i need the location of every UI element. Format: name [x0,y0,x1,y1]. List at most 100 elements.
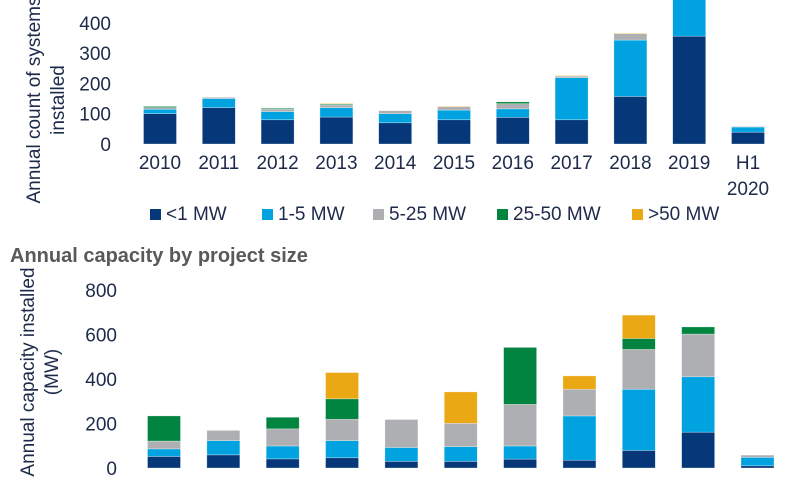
y-tick-label: 0 [106,459,117,480]
x-tick-label: H1 [736,153,760,174]
y-axis-label-line: Annual capacity installed [18,267,39,476]
bar-segment [621,388,656,451]
y-tick-label: 200 [79,74,111,95]
y-axis-label-line: (MW) [42,349,63,395]
y-tick-label: 600 [85,326,117,347]
y-axis-label-line: installed [48,65,69,135]
bar-segment [731,131,765,145]
bar-segment [265,428,300,447]
bar-segment [613,96,648,145]
bar-segment [495,103,530,110]
bar-segment [260,107,295,110]
bar-segment [740,457,775,467]
bar-segment [672,35,707,145]
bar-segment [147,448,181,457]
bar-segment [443,461,478,469]
bar-segment [437,109,471,121]
legend-label: <1 MW [166,204,227,225]
bar-segment [621,338,656,350]
bar-segment [731,126,765,128]
bar-segment [378,122,413,145]
legend-swatch [373,209,384,220]
x-tick-label: 2011 [198,153,239,174]
bar-segment [554,77,589,121]
bar-segment [621,314,656,339]
bar-segment [503,445,537,460]
bar-segment [143,113,177,145]
x-tick-label: 2017 [550,153,592,174]
bar-segment [265,445,300,460]
bar-segment [562,388,597,417]
x-tick-label: 2013 [315,153,357,174]
bar-segment [384,447,419,462]
bar-segment [503,347,537,405]
y-axis-label: Annual capacity installed (MW) [18,267,63,476]
legend-swatch [150,209,161,220]
y-tick-label: 0 [100,135,111,156]
x-tick-label: 2019 [668,153,710,174]
bar-segment [731,126,765,133]
bar-segment [325,457,359,469]
bar-segment [437,106,471,111]
bar-segment [613,32,648,35]
bar-segment [325,398,359,420]
bar-segment [147,440,181,450]
count-chart: 0 100 200 300 400 500 Annual count of systemsi… [24,0,769,225]
x-tick-label: 2015 [433,153,475,174]
bar-segment [495,101,530,105]
bar-segment [260,119,295,145]
legend-label: 25-50 MW [513,204,601,225]
bar-segment [495,117,530,145]
legend-label: 5-25 MW [389,204,466,225]
bar-segment [143,106,177,108]
x-tick-label: 2010 [139,153,181,174]
bar-segment [621,349,656,390]
bar-segment [319,116,354,145]
y-tick-label: 800 [85,281,117,302]
bar-segment [554,75,589,77]
bar-segment [562,459,597,469]
bar-segment [325,418,359,441]
bar-segment [740,465,775,469]
capacity-chart: 0 200 400 600 800 Annual capacity installed (M… [10,245,775,480]
y-tick-label: 100 [79,105,111,126]
bar-segment [206,440,241,456]
bar-segment [672,0,707,37]
bar-segment [681,376,715,433]
y-tick-label: 200 [85,415,117,436]
legend-swatch [497,209,508,220]
y-tick-label: 400 [79,14,111,35]
bar-segment [384,461,419,469]
bar-segment [443,446,478,462]
x-tick-label: 2018 [609,153,651,174]
bar-segment [437,119,471,145]
bar-segment [562,415,597,461]
bar-segment [384,419,419,448]
bar-segment [260,108,295,112]
bar-segment [206,430,241,441]
bar-segment [143,108,177,114]
bar-segment [378,113,413,124]
bar-segment [265,458,300,469]
bar-segment [503,458,537,469]
bar-segment [443,422,478,447]
x-tick-label: 2016 [492,153,534,174]
bar-segment [319,104,354,108]
y-axis-label: Annual count of systems installed [24,0,69,204]
bar-segment [613,39,648,97]
bar-segment [265,416,300,430]
bar-segment [378,110,413,114]
x-tick-label: 2014 [374,153,417,174]
bar-segment [681,333,715,378]
bar-segment [503,404,537,447]
bar-segment [206,454,241,469]
bar-segment [740,454,775,458]
bar-segment [202,98,236,108]
bar-segment [495,108,530,118]
y-tick-label: 300 [79,44,111,65]
y-tick-label: 500 [79,0,111,5]
bar-segment [325,440,359,459]
legend-label: 1-5 MW [278,204,345,225]
x-tick-label: 2020 [727,179,769,200]
